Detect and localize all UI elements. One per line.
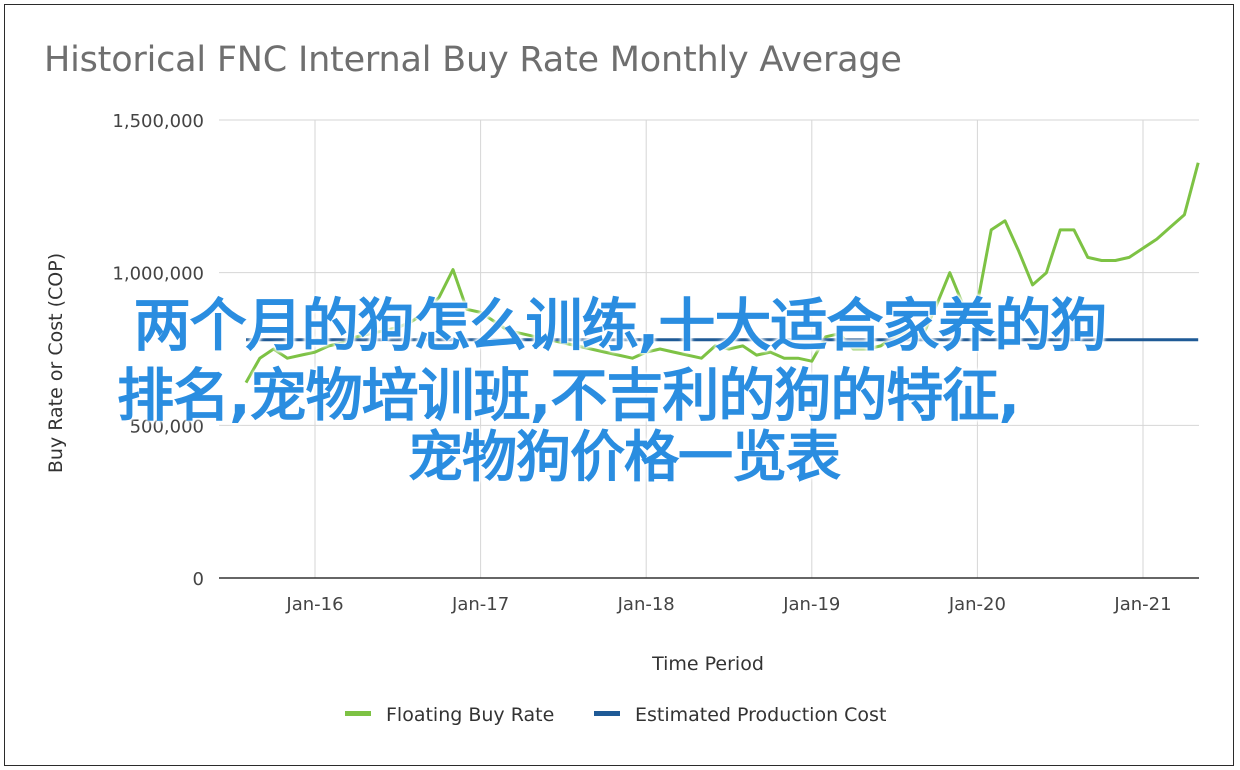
x-tick-label: Jan-19 — [782, 594, 840, 615]
x-tick-label: Jan-21 — [1113, 594, 1171, 615]
x-tick-label: Jan-18 — [617, 594, 675, 615]
legend-swatch — [594, 711, 620, 716]
legend: Floating Buy Rate Estimated Production Co… — [345, 704, 886, 726]
grid-lines — [219, 119, 1199, 578]
x-axis-title: Time Period — [651, 653, 764, 675]
series-lines — [244, 162, 1200, 384]
y-tick-labels: 0 500,000 1,000,000 1,500,000 — [112, 111, 204, 590]
overlay-text-line-3: 宠物狗价格一览表 — [407, 425, 841, 489]
series-floating-buy-rate — [244, 162, 1200, 384]
legend-label: Floating Buy Rate — [386, 704, 554, 726]
x-tick-label: Jan-17 — [451, 594, 509, 615]
x-tick-label: Jan-20 — [948, 594, 1006, 615]
overlay-text-line-1: 两个月的狗怎么训练,十大适合家养的狗 — [133, 293, 1108, 359]
x-tick-label: Jan-16 — [285, 594, 343, 615]
y-tick-label: 1,500,000 — [112, 111, 204, 132]
y-axis-title: Buy Rate or Cost (COP) — [45, 253, 67, 473]
y-tick-label: 0 — [193, 569, 204, 590]
y-tick-label: 500,000 — [130, 416, 204, 437]
chart-frame — [4, 4, 1234, 766]
legend-swatch — [345, 711, 371, 716]
x-tick-labels: Jan-16 Jan-17 Jan-18 Jan-19 Jan-20 Jan-21 — [285, 594, 1171, 615]
chart-title: Historical FNC Internal Buy Rate Monthly… — [44, 40, 902, 80]
legend-label: Estimated Production Cost — [635, 704, 886, 726]
overlay-text-line-2: 排名,宠物培训班,不吉利的狗的特征, — [117, 363, 1020, 429]
y-tick-label: 1,000,000 — [112, 264, 204, 285]
